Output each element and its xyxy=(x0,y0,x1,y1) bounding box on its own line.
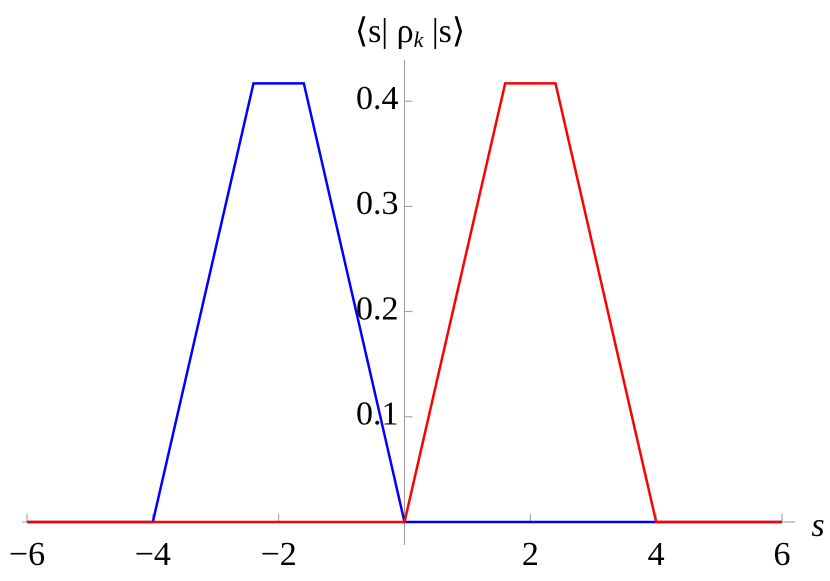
y-tick-label: 0.2 xyxy=(356,290,399,327)
y-axis-label: ⟨s| ρk |s⟩ xyxy=(355,13,465,52)
y-label-part: |s⟩ xyxy=(423,13,465,50)
x-tick-label: 2 xyxy=(522,536,539,573)
x-tick-label: −4 xyxy=(135,536,171,573)
y-tick-label: 0.4 xyxy=(356,80,399,117)
x-tick-label: −2 xyxy=(261,536,297,573)
y-tick-label: 0.3 xyxy=(356,185,399,222)
x-tick-label: 4 xyxy=(648,536,665,573)
x-tick-label: 6 xyxy=(774,536,791,573)
x-axis-label: s xyxy=(811,507,824,544)
line-series xyxy=(27,82,782,524)
y-label-part: ⟨s| ρ xyxy=(355,13,414,50)
y-label-sub: k xyxy=(414,27,425,52)
x-tick-label: −6 xyxy=(9,536,45,573)
